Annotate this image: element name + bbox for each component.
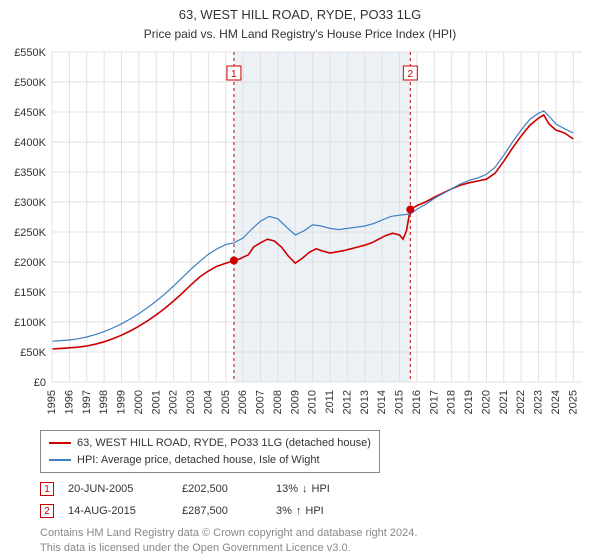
svg-text:2013: 2013 [359, 390, 371, 414]
svg-text:2003: 2003 [185, 390, 197, 414]
svg-text:1999: 1999 [116, 390, 128, 414]
legend-box: 63, WEST HILL ROAD, RYDE, PO33 1LG (deta… [40, 430, 380, 473]
legend-swatch [49, 442, 71, 444]
svg-text:1998: 1998 [98, 390, 110, 414]
down-arrow-icon: ↓ [302, 483, 308, 495]
marker-row: 1 20-JUN-2005 £202,500 13% ↓ HPI [40, 478, 560, 500]
svg-text:£400K: £400K [14, 137, 46, 149]
svg-text:2023: 2023 [533, 390, 545, 414]
svg-text:£300K: £300K [14, 197, 46, 209]
svg-text:2011: 2011 [324, 390, 336, 414]
svg-text:2019: 2019 [463, 390, 475, 414]
marker-badge-2: 2 [40, 504, 54, 518]
footer-line1: Contains HM Land Registry data © Crown c… [40, 526, 560, 541]
svg-text:2017: 2017 [428, 390, 440, 414]
svg-text:2008: 2008 [272, 390, 284, 414]
svg-text:2018: 2018 [446, 390, 458, 414]
marker-pct: 3% ↑ HPI [276, 505, 376, 517]
legend-label: 63, WEST HILL ROAD, RYDE, PO33 1LG (deta… [77, 435, 371, 452]
marker-pct: 13% ↓ HPI [276, 483, 376, 495]
marker-price: £287,500 [182, 505, 272, 517]
svg-text:2: 2 [408, 69, 414, 80]
svg-text:2021: 2021 [498, 390, 510, 414]
svg-text:2025: 2025 [567, 390, 579, 414]
svg-text:£550K: £550K [14, 47, 46, 59]
marker-row: 2 14-AUG-2015 £287,500 3% ↑ HPI [40, 500, 560, 522]
svg-text:2024: 2024 [550, 390, 562, 414]
svg-text:£0: £0 [34, 377, 46, 389]
svg-text:2022: 2022 [515, 390, 527, 414]
svg-text:2000: 2000 [133, 390, 145, 414]
marker-date: 20-JUN-2005 [68, 483, 178, 495]
svg-text:£350K: £350K [14, 167, 46, 179]
svg-text:2006: 2006 [237, 390, 249, 414]
marker-badge-1: 1 [40, 482, 54, 496]
page-subtitle: Price paid vs. HM Land Registry's House … [0, 24, 600, 42]
svg-text:2010: 2010 [307, 390, 319, 414]
svg-text:2009: 2009 [289, 390, 301, 414]
svg-text:£150K: £150K [14, 287, 46, 299]
svg-text:2005: 2005 [220, 390, 232, 414]
legend-label: HPI: Average price, detached house, Isle… [77, 452, 320, 469]
svg-text:£100K: £100K [14, 317, 46, 329]
svg-text:£450K: £450K [14, 107, 46, 119]
page-title: 63, WEST HILL ROAD, RYDE, PO33 1LG [0, 0, 600, 24]
svg-text:1997: 1997 [81, 390, 93, 414]
legend-row: HPI: Average price, detached house, Isle… [49, 452, 371, 469]
legend-row: 63, WEST HILL ROAD, RYDE, PO33 1LG (deta… [49, 435, 371, 452]
chart-area: £0 £50K £100K £150K £200K £250K £300K £350K £400… [0, 44, 600, 424]
svg-text:£50K: £50K [20, 347, 46, 359]
svg-text:2002: 2002 [168, 390, 180, 414]
svg-text:£250K: £250K [14, 227, 46, 239]
svg-text:1995: 1995 [46, 390, 58, 414]
svg-text:2004: 2004 [202, 390, 214, 414]
svg-text:£500K: £500K [14, 77, 46, 89]
up-arrow-icon: ↑ [296, 505, 302, 517]
footer-line2: This data is licensed under the Open Gov… [40, 541, 560, 556]
svg-text:2015: 2015 [394, 390, 406, 414]
svg-text:1: 1 [231, 69, 237, 80]
footer-attribution: Contains HM Land Registry data © Crown c… [40, 526, 560, 556]
svg-text:2020: 2020 [480, 390, 492, 414]
chart-svg: £0 £50K £100K £150K £200K £250K £300K £350K £400… [0, 44, 600, 424]
svg-text:2014: 2014 [376, 390, 388, 414]
svg-text:2016: 2016 [411, 390, 423, 414]
legend-swatch [49, 459, 71, 461]
marker-price: £202,500 [182, 483, 272, 495]
svg-text:£200K: £200K [14, 257, 46, 269]
svg-text:1996: 1996 [63, 390, 75, 414]
svg-text:2007: 2007 [255, 390, 267, 414]
svg-text:2001: 2001 [150, 390, 162, 414]
marker-table: 1 20-JUN-2005 £202,500 13% ↓ HPI 2 14-AU… [40, 478, 560, 522]
svg-text:2012: 2012 [341, 390, 353, 414]
marker-date: 14-AUG-2015 [68, 505, 178, 517]
